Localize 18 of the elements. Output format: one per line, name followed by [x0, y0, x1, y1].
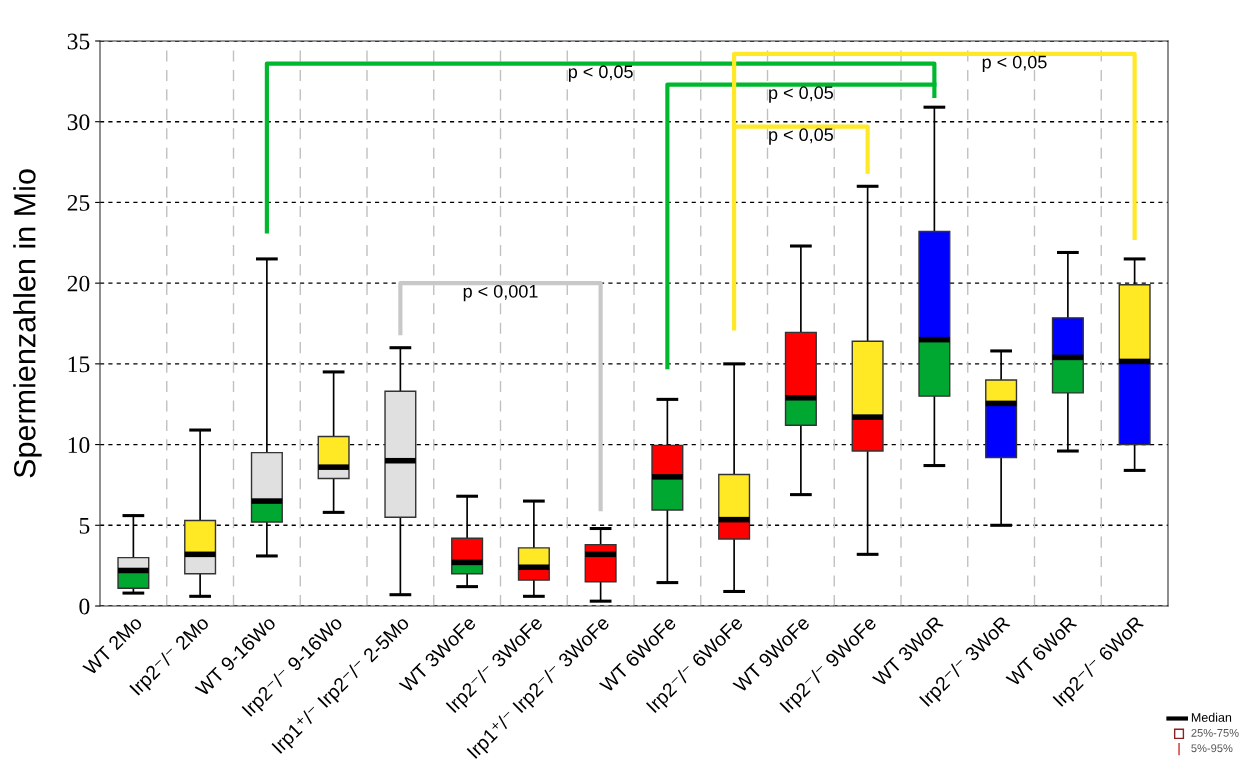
y-tick-label: 0 [79, 598, 90, 615]
text: 5%-95% [1191, 744, 1233, 753]
y-tick-label: 35 [67, 33, 90, 50]
text: 25%-75% [1191, 728, 1239, 737]
y-axis-title: Spermienzahlen in Mio [13, 169, 42, 478]
y-tick-label: 20 [67, 275, 90, 292]
y-tick-label: 15 [68, 356, 90, 373]
annotation: p < 0,05 [769, 86, 833, 103]
y-tick-label: 10 [68, 437, 90, 453]
y-tick-label: 5 [79, 518, 90, 534]
annotation: p < 0,05 [568, 65, 633, 82]
x-tick-label: WT 2Mo [82, 615, 143, 677]
annotation: p < 0,001 [463, 284, 538, 302]
annotation: p < 0,05 [982, 55, 1047, 73]
y-tick-label: 30 [67, 114, 90, 131]
annotation: p < 0,05 [769, 128, 833, 145]
text: Median [1191, 712, 1232, 722]
y-tick-label: 25 [67, 194, 90, 211]
